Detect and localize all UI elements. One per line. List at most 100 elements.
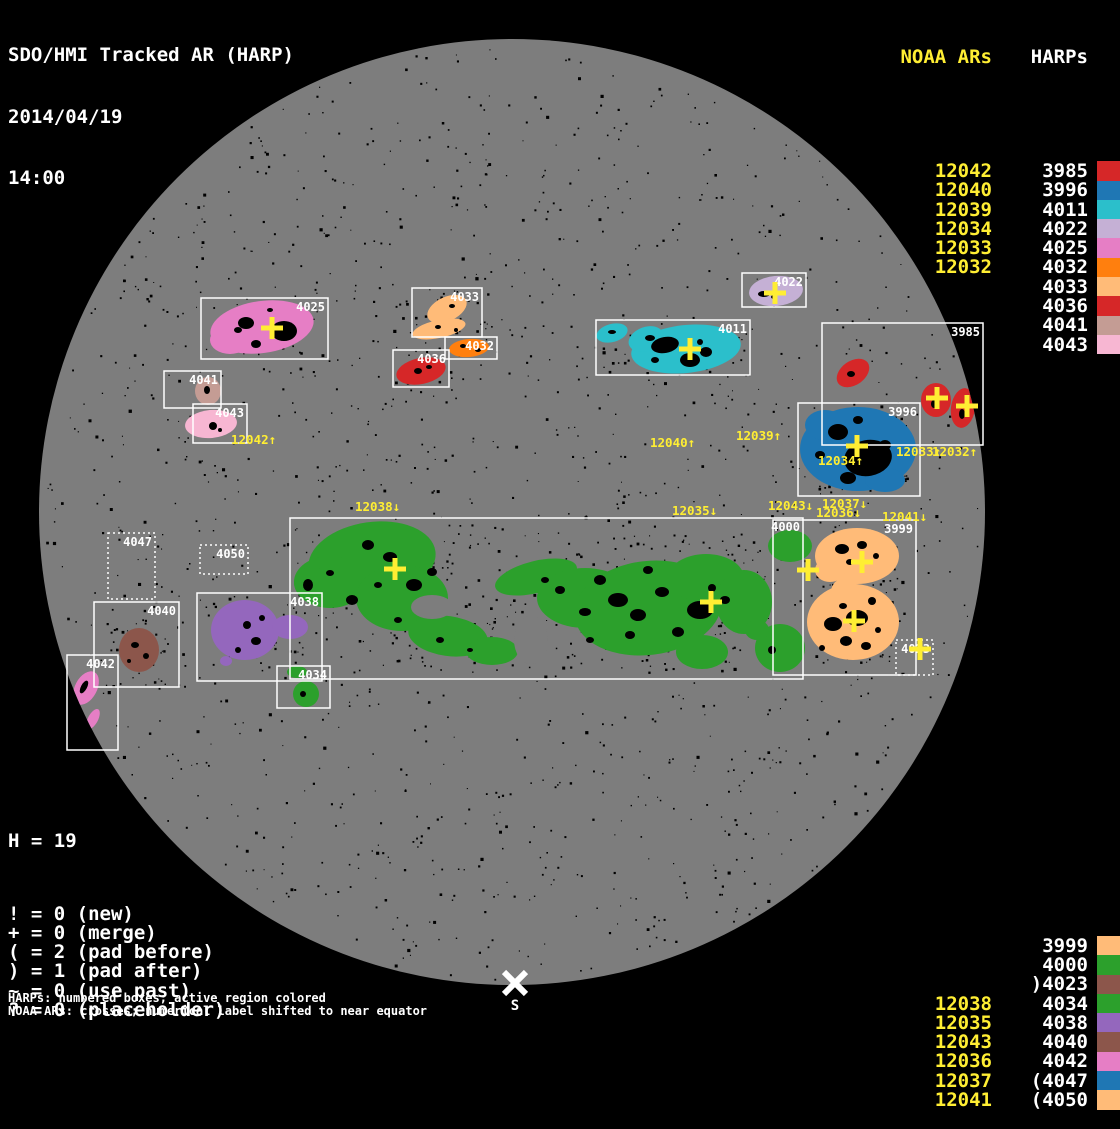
region-4033 [412,294,467,340]
harps-header: HARPs [1030,45,1088,68]
legend-row: 12042 3985 [877,159,1120,182]
harp-box-label-3999: 3999 [884,522,913,536]
harp-number: 4036 [1042,295,1088,318]
harp-box-label-4050: 4050 [216,547,245,561]
harp-box-label-4040: 4040 [147,604,176,618]
harp-box-label-4034: 4034 [298,668,327,682]
harp-color-swatch [1097,1032,1120,1052]
harp-box-label-3996: 3996 [888,405,917,419]
legend-row: 12039 4011 [877,198,1120,221]
symbol-legend-row: ! = 0 (new) [8,902,134,925]
noaa-cross-icon [797,559,819,581]
symbol-legend-row: + = 0 (merge) [8,921,157,944]
noaa-label-12037: 12037↓ [822,496,867,511]
harp-color-swatch [1097,219,1120,239]
noaa-cross-icon [261,317,283,339]
noaa-cross-icon [843,610,865,632]
harp-color-swatch [1097,334,1120,355]
harp-color-swatch [1097,238,1120,258]
harp-box-3985 [821,322,984,446]
noaa-label-12036: 12036↓ [816,505,861,520]
harp-box-label-4043: 4043 [215,406,244,420]
legend-row: 12040 3996 [877,179,1120,202]
legend-row: 12038 4034 [877,992,1120,1015]
legend-row: 3999 [877,935,1120,957]
noaa-cross-icon [851,551,873,573]
harp-number: 4000 [1042,953,1088,976]
harp-number: 4025 [1042,237,1088,260]
harp-box-3999 [772,519,917,676]
harp-number: 4043 [1042,333,1088,356]
south-x-icon [501,969,529,997]
noaa-cross-icon [926,387,948,409]
harp-color-swatch [1097,1071,1120,1091]
noaa-label-12035: 12035↓ [672,503,717,518]
legend-row: 4043 [877,333,1120,356]
noaa-label-12033: 12033↑ [896,444,941,459]
noaa-label-12042: 12042↑ [231,432,276,447]
harp-color-swatch [1097,315,1120,335]
harp-number: 4032 [1042,256,1088,279]
noaa-cross-icon [700,591,722,613]
harp-box-label-4022: 4022 [774,275,803,289]
symbol-legend-row: ) = 1 (pad after) [8,960,203,983]
harp-box-4050 [199,544,249,575]
harp-box-label-4047: 4047 [123,535,152,549]
harp-box-label-4042: 4042 [86,657,115,671]
harp-box-4042 [66,654,119,751]
noaa-cross-icon [846,435,868,457]
harp-box-4047 [107,532,156,600]
legend-row: 4041 [877,314,1120,336]
region-4000 [294,521,812,672]
region-4036 [396,357,446,385]
harp-number: 3985 [1042,159,1088,182]
harp-box-4023 [895,639,934,676]
legend-row: 4000 [877,953,1120,976]
region-4032 [449,338,489,358]
harp-box-4032 [444,336,498,360]
noaa-number: 12039 [934,198,992,221]
legend-header-row: NOAA ARs HARPs [877,45,1120,68]
legend-row: 12036 4042 [877,1050,1120,1072]
harp-box-4038 [196,592,323,682]
noaa-labels-layer: 12042↑ 12040↑ 12039↑ 12034↑ 12033↑12032↑ 1203… [231,428,977,524]
harp-box-4034 [276,665,331,709]
harp-number: )4023 [1030,973,1088,996]
harp-color-swatch [1097,161,1120,181]
harp-color-swatch [1097,1051,1120,1072]
noaa-label-12043: 12043↓ [768,498,813,513]
noaa-number: 12038 [934,992,992,1015]
noaa-label-12041: 12041↓ [882,509,927,524]
legend-row: 12037 (4047 [877,1070,1120,1092]
noaa-label-12040: 12040↑ [650,435,695,450]
harp-box-label-4033: 4033 [450,290,479,304]
harp-color-swatch [1097,974,1120,994]
region-4041 [195,377,221,405]
noaa-label-12038: 12038↓ [355,499,400,514]
noaa-cross-icon [764,282,786,304]
region-4043 [185,409,237,439]
harp-box-label-4036: 4036 [417,352,446,366]
legend-row: 12032 4032 [877,256,1120,279]
legend-row: 4036 [877,295,1120,318]
harp-box-4043 [192,403,248,444]
harp-number: 3996 [1042,179,1088,202]
region-4042 [73,671,100,729]
harp-color-swatch [1097,955,1120,975]
noaa-number: 12040 [934,179,992,202]
legend-top-right: NOAA ARs HARPs 12042 3985 12040 3996 120… [877,9,1120,373]
legend-row: 12043 4040 [877,1031,1120,1053]
harp-color-swatch [1097,1013,1120,1033]
footnote-noaa: NOAA ARs: crosses; numerical label shift… [8,1004,428,1018]
noaa-number: 12032 [934,256,992,279]
harp-number: 4034 [1042,992,1088,1015]
harp-count: H = 19 [8,830,77,852]
harp-box-label-3985: 3985 [951,325,980,339]
noaa-number: 12034 [934,217,992,240]
noaa-label-12039: 12039↑ [736,428,781,443]
south-pole-marker: S [501,969,529,1014]
legend-row: 12034 4022 [877,217,1120,240]
frame-date: 2014/04/19 [8,105,123,128]
symbol-legend-row: ( = 2 (pad before) [8,941,214,964]
noaa-number: 12033 [934,237,992,260]
